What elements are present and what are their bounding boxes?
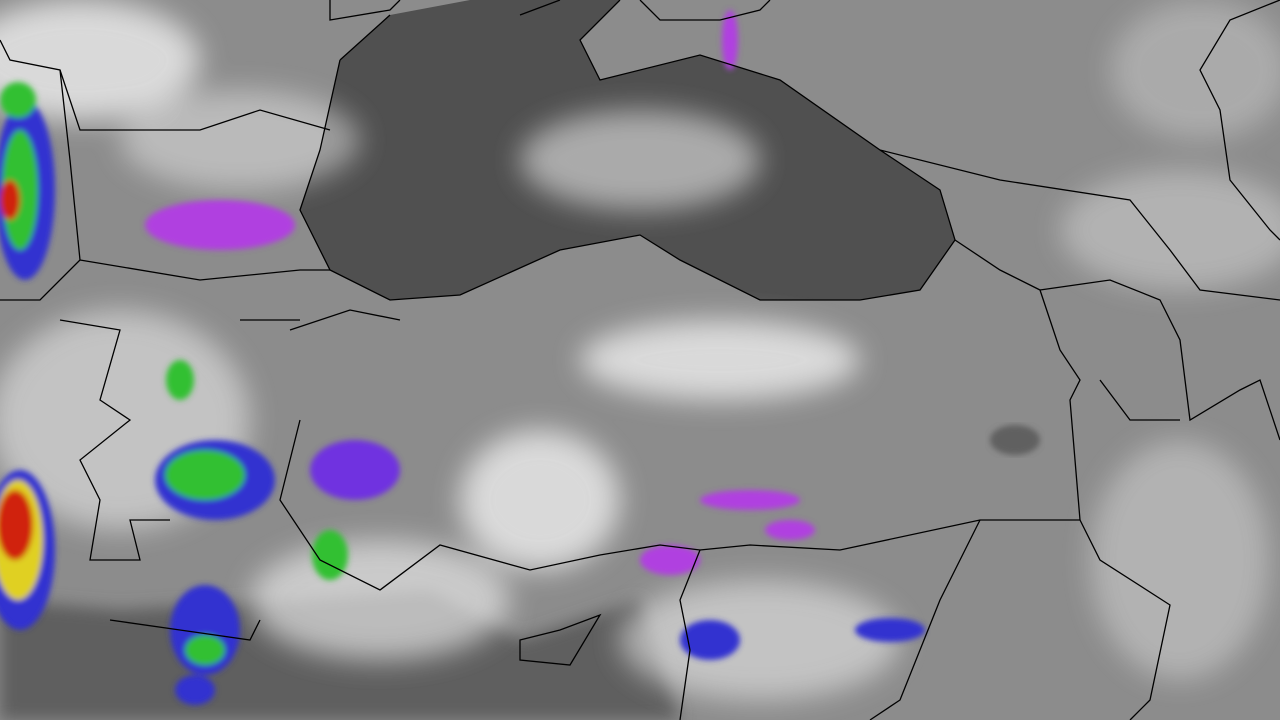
cloud-cover bbox=[0, 0, 1280, 700]
convective-cells bbox=[0, 10, 925, 705]
dry-spot bbox=[990, 425, 1040, 455]
